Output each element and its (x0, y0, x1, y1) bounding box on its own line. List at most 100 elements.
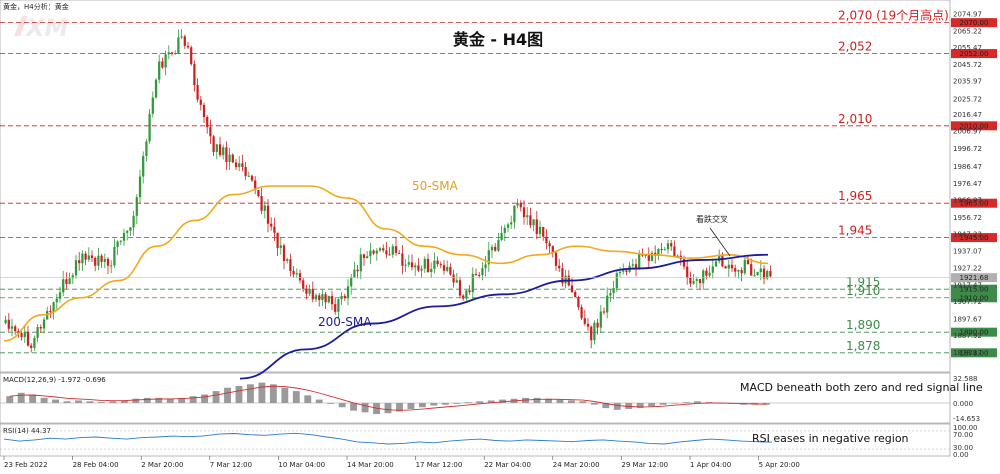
candle-body (263, 205, 266, 211)
candle-body (647, 255, 650, 261)
candle-body (302, 280, 305, 289)
candle-body (177, 37, 180, 54)
candle-body (602, 311, 606, 313)
candle-body (574, 291, 577, 298)
candle-body (215, 144, 218, 152)
candle-body (660, 249, 663, 251)
candle-body (407, 262, 410, 265)
candle-body (100, 255, 103, 262)
candle-body (439, 264, 442, 266)
candle-body (234, 162, 238, 168)
candle-body (282, 245, 286, 261)
candle-body (689, 277, 692, 284)
time-tick-label: 10 Mar 04:00 (278, 461, 325, 469)
price-tick: 1956.72 (953, 214, 982, 222)
candle-body (270, 223, 273, 227)
macd-bar (304, 395, 312, 403)
candle-body (622, 270, 625, 272)
candle-body (362, 254, 366, 259)
macd-bar (63, 401, 71, 403)
candle-body (273, 226, 276, 233)
level-box (951, 284, 997, 294)
level-box (951, 198, 997, 208)
candle-body (420, 268, 423, 271)
candle-body (542, 226, 545, 237)
level-box (951, 348, 997, 358)
candle-body (58, 292, 62, 299)
price-tick: 2065.22 (953, 27, 982, 35)
candle-body (84, 253, 87, 260)
candle-body (142, 155, 145, 177)
candle-body (359, 254, 362, 272)
price-tick: 1976.47 (953, 180, 982, 188)
macd-bar (86, 401, 94, 403)
candle-body (106, 258, 110, 266)
price-tick: 1966.97 (953, 196, 982, 204)
rsi-line (3, 432, 773, 445)
price-tick: 2035.97 (953, 78, 982, 86)
rsi-tick-100: 100.00 (953, 424, 978, 432)
macd-bar (441, 403, 449, 405)
macd-bar (189, 396, 197, 403)
candle-body (298, 273, 302, 281)
candle-body (170, 52, 174, 54)
macd-bar (384, 403, 392, 414)
candle-body (526, 215, 529, 218)
candle-body (474, 273, 478, 275)
price-tick: 2025.72 (953, 95, 982, 103)
macd-bar (590, 403, 598, 405)
candle-body (740, 270, 743, 274)
candle-body (81, 253, 84, 264)
macd-bar (361, 403, 369, 413)
macd-bar (533, 397, 541, 403)
candle-body (311, 288, 314, 300)
candle-body (388, 254, 391, 256)
macd-bar (143, 397, 151, 403)
candle-body (321, 294, 324, 301)
price-tick: 2074.97 (953, 11, 982, 19)
candle-body (599, 311, 602, 328)
candle-body (471, 273, 474, 293)
candle-body (618, 271, 622, 274)
candle-body (250, 175, 254, 181)
candle-body (481, 268, 484, 276)
macd-bar (453, 403, 461, 404)
candle-body (196, 85, 199, 100)
macd-bar (224, 387, 231, 403)
candle-body (340, 295, 343, 300)
annotation-arrow (709, 227, 731, 257)
candle-body (318, 295, 321, 301)
candle-body (87, 255, 90, 260)
candle-body (750, 264, 753, 276)
candle-body (308, 288, 311, 294)
macd-bar (487, 400, 495, 403)
candle-body (138, 176, 142, 198)
macd-bar (97, 402, 105, 403)
price-tick: 1996.72 (953, 145, 982, 153)
macd-bar (269, 384, 277, 403)
macd-bar (648, 403, 656, 407)
macd-bar (327, 403, 335, 404)
candle-body (74, 260, 78, 276)
candle-body (49, 310, 52, 313)
candle-body (583, 318, 586, 324)
candle-body (289, 259, 292, 271)
candle-body (590, 326, 593, 341)
candle-body (458, 280, 462, 296)
level-label: 1,890 (846, 318, 880, 332)
macd-bar (109, 401, 117, 403)
macd-bar (247, 384, 254, 403)
candle-body (666, 243, 670, 250)
candle-body (708, 272, 711, 276)
macd-bar (132, 398, 140, 403)
candle-body (561, 268, 564, 284)
candle-body (615, 273, 618, 289)
candle-body (254, 180, 257, 190)
macd-label: MACD(12,26,9) -1.972 -0.696 (3, 376, 106, 384)
candle-body (580, 307, 583, 319)
candle-body (548, 243, 551, 247)
macd-bar (694, 401, 701, 403)
candle-body (436, 260, 439, 265)
